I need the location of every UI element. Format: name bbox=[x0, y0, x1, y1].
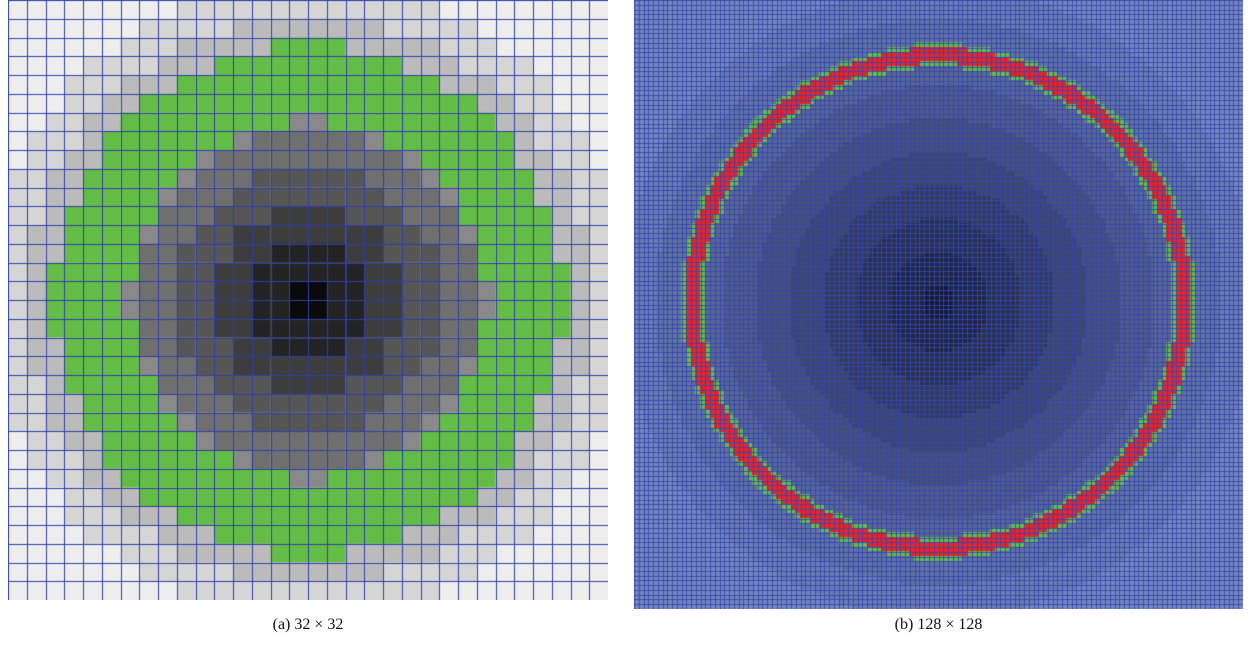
mesh-image-128 bbox=[634, 0, 1243, 609]
caption-b: (b) 128 × 128 bbox=[894, 616, 983, 633]
figure-panel-a bbox=[8, 0, 608, 600]
mesh-image-32 bbox=[8, 0, 608, 600]
caption-a: (a) 32 × 32 bbox=[272, 616, 344, 633]
figure-panel-b bbox=[634, 0, 1243, 609]
